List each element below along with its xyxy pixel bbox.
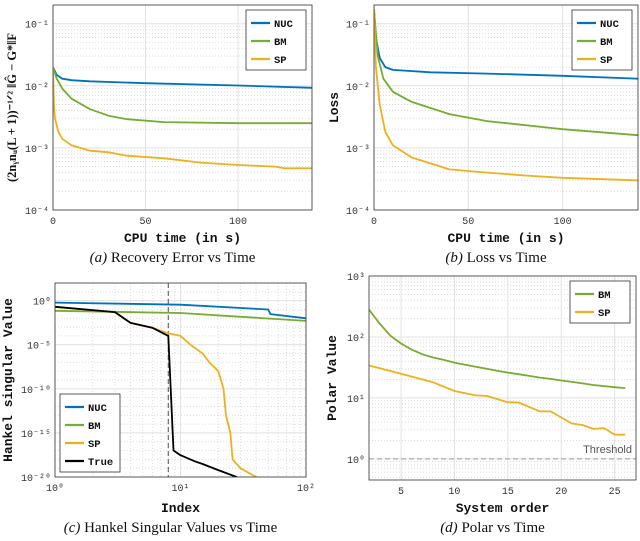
x-axis-label: System order xyxy=(456,501,550,516)
caption-label: (c) xyxy=(64,520,81,536)
caption: (b) Loss vs Time xyxy=(445,250,547,266)
caption: (c) Hankel Singular Values vs Time xyxy=(64,520,278,536)
legend-label: BM xyxy=(88,421,101,433)
x-tick-label: 10 xyxy=(448,487,460,498)
series-group xyxy=(374,9,638,182)
panel-b: 10⁻⁴ 10⁻³ 10⁻² 10⁻¹ 0 50 100 NUC BM SP CPU time (i… xyxy=(327,4,639,266)
caption-text: Polar vs Time xyxy=(458,520,545,536)
y-tick-label: 10⁻²⁰ xyxy=(21,473,51,485)
x-tick-label: 5 xyxy=(398,487,404,498)
caption: (d) Polar vs Time xyxy=(440,520,545,536)
legend-label: SP xyxy=(88,439,101,451)
legend: NUC BM SP xyxy=(245,9,307,71)
y-tick-label: 10⁻¹⁰ xyxy=(21,385,51,397)
y-axis-label: Polar Value xyxy=(325,335,340,421)
series-line-true xyxy=(55,305,238,477)
series-line-sp xyxy=(374,9,638,182)
x-tick-label: 100 xyxy=(229,217,247,228)
y-tick-label: 10⁻¹ xyxy=(25,21,49,32)
axes-frame xyxy=(373,4,639,211)
legend-label: SP xyxy=(274,55,287,67)
y-axis-label: Hankel singular Value xyxy=(1,298,16,462)
y-tick-label: 10³ xyxy=(347,273,365,284)
legend: NUC BM SP True xyxy=(59,393,121,473)
panel-a: 10⁻⁴ 10⁻³ 10⁻² 10⁻¹ 0 50 100 NUC BM SP CPU time (i… xyxy=(4,4,313,266)
x-tick-label: 10¹ xyxy=(171,484,189,495)
x-tick-label: 10⁰ xyxy=(46,483,64,495)
y-tick-label: 10⁻³ xyxy=(25,145,49,156)
x-tick-label: 100 xyxy=(554,217,572,228)
x-tick-label: 25 xyxy=(609,487,621,498)
legend-label: SP xyxy=(598,308,611,320)
x-axis-label: Index xyxy=(161,501,200,516)
axes-frame xyxy=(368,275,637,481)
y-tick-label: 10⁻⁵ xyxy=(27,342,51,353)
legend-box xyxy=(569,280,631,324)
caption-label: (b) xyxy=(445,250,463,266)
series-line-bm xyxy=(55,309,306,322)
series-line-sp xyxy=(369,364,626,436)
caption-label: (d) xyxy=(440,520,458,536)
series-line-bm xyxy=(53,66,312,125)
x-tick-label: 15 xyxy=(502,487,514,498)
caption-text: Hankel Singular Values vs Time xyxy=(80,520,277,536)
series-line-nuc xyxy=(55,301,306,320)
legend: BM SP xyxy=(569,280,631,324)
caption-text: Loss vs Time xyxy=(463,250,547,266)
legend-label: BM xyxy=(274,37,287,49)
x-tick-label: 10² xyxy=(297,484,315,495)
y-axis-label: (2nᵧnᵤ(L + 1))⁻¹ᐟ² ‖Ĝ − G*‖F xyxy=(4,33,19,182)
y-tick-label: 10⁻¹ xyxy=(346,21,370,32)
legend-label: BM xyxy=(600,37,613,49)
minor-grid xyxy=(53,26,312,192)
y-tick-label: 10² xyxy=(347,334,365,345)
x-tick-label: 50 xyxy=(139,217,151,228)
series-line-sp xyxy=(53,67,312,170)
y-tick-label: 10⁻² xyxy=(25,83,49,94)
x-tick-label: 0 xyxy=(371,217,377,228)
y-tick-label: 10⁻⁴ xyxy=(346,206,370,218)
x-axis-label: CPU time (in s) xyxy=(447,231,564,246)
threshold-label: Threshold xyxy=(583,444,632,456)
panel-c: 10⁻²⁰ 10⁻¹⁵ 10⁻¹⁰ 10⁻⁵ 10⁰ 10⁰ 10¹ 10² NUC BM SP Tr… xyxy=(1,282,315,536)
legend-label: SP xyxy=(600,55,613,67)
x-axis-label: CPU time (in s) xyxy=(124,231,241,246)
caption: (a) Recovery Error vs Time xyxy=(90,250,256,266)
y-tick-label: 10⁰ xyxy=(347,455,365,467)
caption-label: (a) xyxy=(90,250,108,266)
x-tick-label: 50 xyxy=(462,217,474,228)
series-group xyxy=(53,66,312,170)
y-tick-label: 10⁻¹⁵ xyxy=(21,430,51,441)
x-tick-label: 20 xyxy=(555,487,567,498)
series-group xyxy=(369,309,636,460)
y-tick-label: 10¹ xyxy=(347,395,365,406)
x-tick-label: 0 xyxy=(50,217,56,228)
panel-d: 10⁰ 10¹ 10² 10³ 5 10 15 20 25 Threshold BM SP System… xyxy=(325,273,637,536)
legend-label: BM xyxy=(598,290,611,302)
y-tick-label: 10⁻³ xyxy=(346,145,370,156)
legend-label: NUC xyxy=(88,403,108,415)
legend-label: NUC xyxy=(600,19,620,31)
legend-label: NUC xyxy=(274,19,294,31)
series-line-nuc xyxy=(53,66,312,89)
y-tick-label: 10⁰ xyxy=(33,297,51,309)
axes-frame xyxy=(54,282,307,478)
y-tick-label: 10⁻² xyxy=(346,83,370,94)
axes-frame xyxy=(52,4,313,211)
legend: NUC BM SP xyxy=(571,9,633,71)
legend-label: True xyxy=(88,457,113,469)
series-group xyxy=(55,283,306,477)
series-line-bm xyxy=(374,9,638,137)
series-line-bm xyxy=(369,309,626,389)
y-tick-label: 10⁻⁴ xyxy=(25,206,49,218)
caption-text: Recovery Error vs Time xyxy=(107,250,256,266)
y-axis-label: Loss xyxy=(327,92,342,123)
